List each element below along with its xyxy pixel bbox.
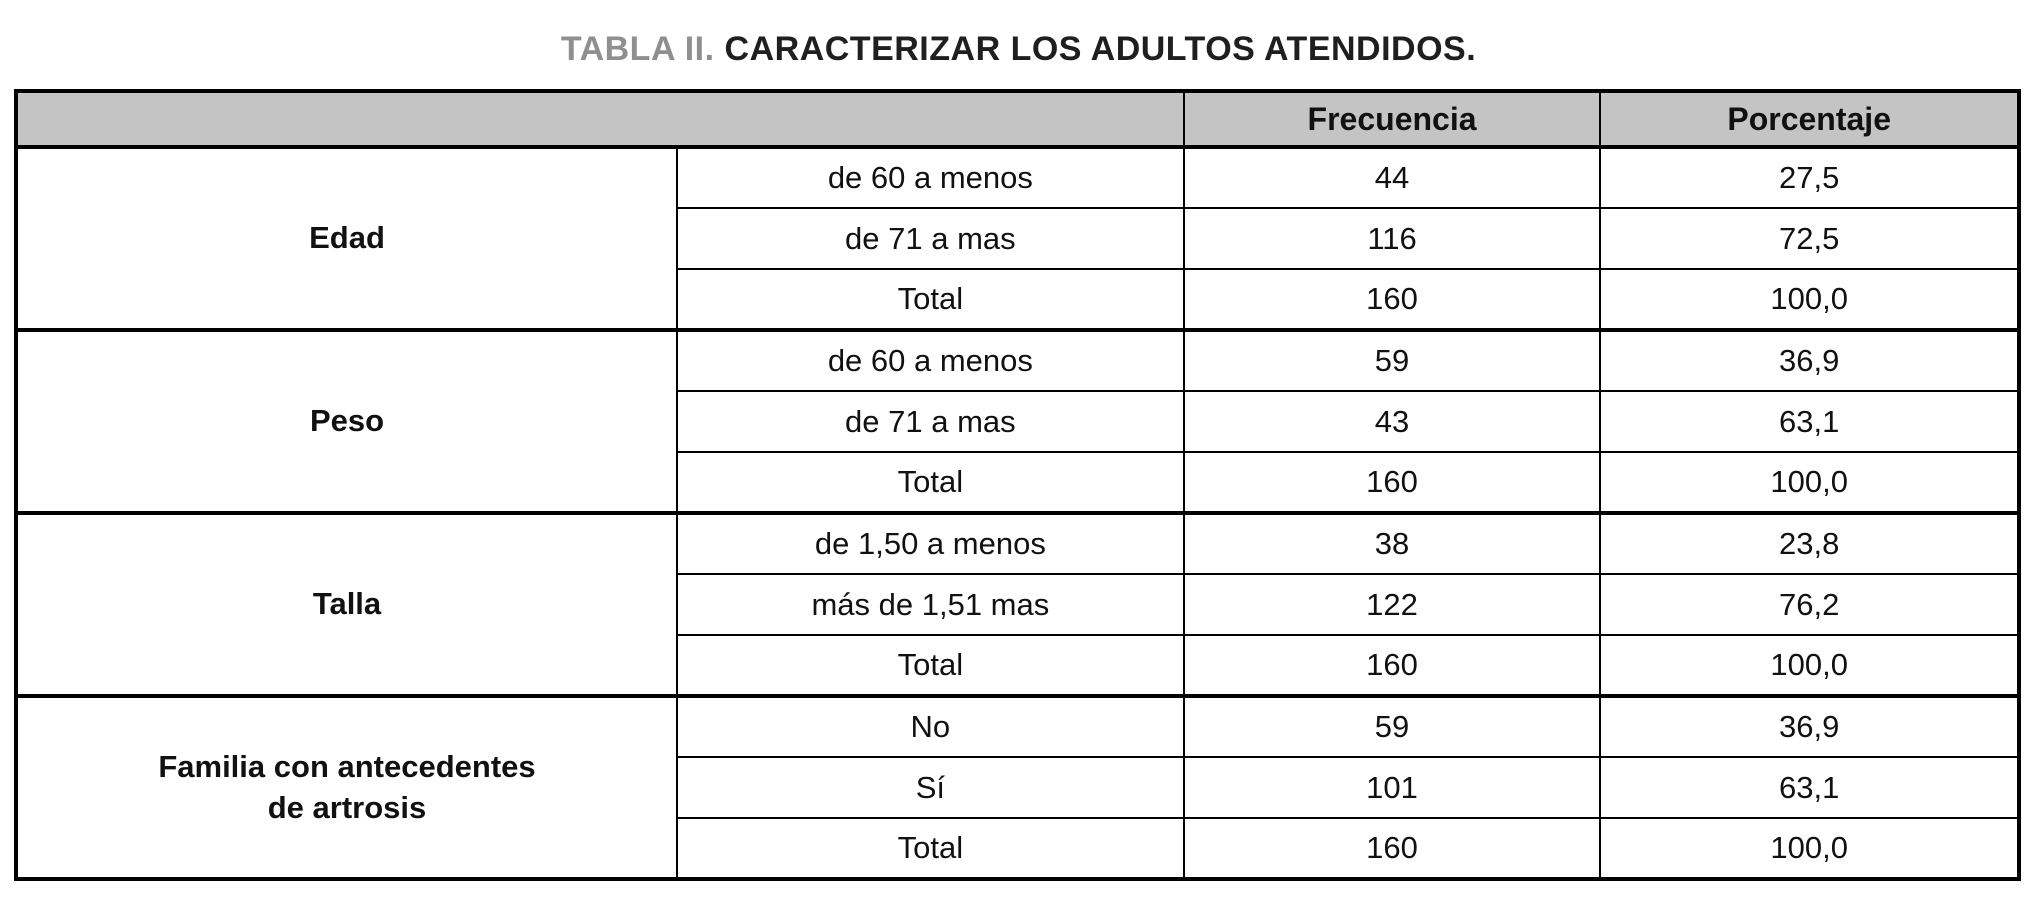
percentage-cell: 36,9: [1599, 328, 2020, 392]
category-cell: de 60 a menos: [675, 145, 1185, 209]
group-label-peso: Peso: [15, 328, 678, 514]
frequency-cell: 160: [1182, 451, 1602, 514]
percentage-cell: 63,1: [1599, 390, 2020, 453]
table-row: Sí 101 63,1: [16, 756, 2020, 819]
table-title-prefix: TABLA II.: [560, 30, 715, 68]
table-row: Familia con antecedentes de artrosis No …: [15, 694, 2020, 880]
table-row: de 71 a mas 116 72,5: [16, 207, 2020, 270]
table-row: Total 160 100,0: [16, 817, 2020, 880]
category-cell: Total: [675, 817, 1185, 880]
category-cell: Total: [675, 634, 1185, 697]
frequency-cell: 101: [1182, 756, 1602, 819]
header-empty-cell: [15, 90, 1185, 149]
frequency-cell: 160: [1182, 268, 1602, 331]
category-cell: Total: [675, 451, 1185, 514]
table-row: Edad de 60 a menos 44 27,5: [15, 145, 2020, 331]
table-row: Total 160 100,0: [16, 268, 2020, 331]
category-cell: de 60 a menos: [675, 328, 1185, 392]
table-row: más de 1,51 mas 122 76,2: [16, 573, 2020, 636]
group-label-familia-antecedentes: Familia con antecedentes de artrosis: [15, 694, 678, 880]
percentage-cell: 27,5: [1599, 145, 2020, 209]
frequency-cell: 160: [1182, 634, 1602, 697]
table-row: Peso de 60 a menos 59 36,9: [15, 328, 2020, 514]
percentage-cell: 23,8: [1599, 511, 2020, 575]
group-label-talla: Talla: [15, 511, 678, 697]
percentage-cell: 100,0: [1599, 634, 2020, 697]
category-cell: de 71 a mas: [675, 390, 1185, 453]
category-cell: más de 1,51 mas: [675, 573, 1185, 636]
table-row: de 71 a mas 43 63,1: [16, 390, 2020, 453]
category-cell: Sí: [675, 756, 1185, 819]
table-title-text: CARACTERIZAR LOS ADULTOS ATENDIDOS.: [724, 30, 1477, 68]
frequency-cell: 116: [1182, 207, 1602, 270]
percentage-cell: 63,1: [1599, 756, 2020, 819]
percentage-cell: 76,2: [1599, 573, 2020, 636]
frequency-cell: 160: [1182, 817, 1602, 880]
group-label-edad: Edad: [15, 145, 678, 331]
category-cell: de 71 a mas: [675, 207, 1185, 270]
frequency-cell: 38: [1182, 511, 1602, 575]
frequency-cell: 122: [1182, 573, 1602, 636]
header-percentage: Porcentaje: [1599, 90, 2020, 149]
category-cell: Total: [675, 268, 1185, 331]
header-row: Frecuencia Porcentaje: [15, 90, 2020, 149]
frequency-cell: 59: [1182, 328, 1602, 392]
table-row: Talla de 1,50 a menos 38 23,8: [15, 511, 2020, 697]
category-cell: de 1,50 a menos: [675, 511, 1185, 575]
percentage-cell: 100,0: [1599, 268, 2020, 331]
percentage-cell: 100,0: [1599, 451, 2020, 514]
percentage-cell: 36,9: [1599, 694, 2020, 758]
table-row: Total 160 100,0: [16, 451, 2020, 514]
frequency-cell: 44: [1182, 145, 1602, 209]
results-table: Frecuencia Porcentaje Edad de 60 a menos…: [14, 89, 2021, 881]
category-cell: No: [675, 694, 1185, 758]
table-row: Total 160 100,0: [16, 634, 2020, 697]
frequency-cell: 59: [1182, 694, 1602, 758]
frequency-cell: 43: [1182, 390, 1602, 453]
header-frequency: Frecuencia: [1182, 90, 1602, 149]
percentage-cell: 72,5: [1599, 207, 2020, 270]
table-title: TABLA II. CARACTERIZAR LOS ADULTOS ATENDI…: [14, 30, 2023, 69]
percentage-cell: 100,0: [1599, 817, 2020, 880]
